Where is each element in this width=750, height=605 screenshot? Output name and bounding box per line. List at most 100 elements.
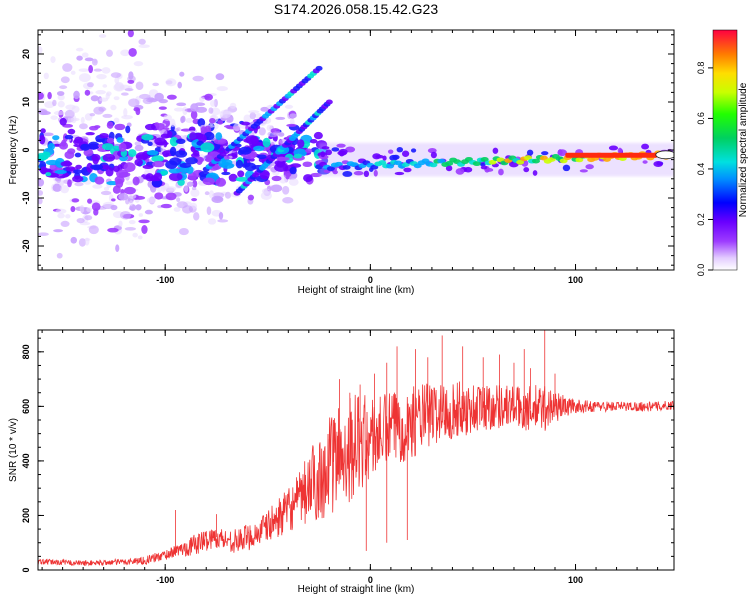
scatter-blob	[102, 113, 113, 118]
scatter-blob	[260, 106, 269, 112]
band-blob	[54, 169, 67, 175]
band-blob	[99, 132, 109, 139]
scatter-blob	[191, 197, 198, 202]
scatter-blob	[89, 113, 96, 117]
carrier-blob	[575, 157, 584, 163]
scatter-blob	[128, 98, 140, 108]
carrier-blob	[429, 162, 438, 168]
carrier-side-blob	[325, 149, 333, 156]
scatter-blob	[71, 105, 80, 113]
scatter-blob	[70, 70, 76, 75]
band-blob	[94, 176, 105, 185]
band-blob	[284, 170, 292, 178]
scatter-blob	[197, 118, 206, 127]
band-blob	[106, 181, 119, 186]
band-blob	[202, 177, 215, 186]
scatter-blob	[156, 186, 163, 193]
band-blob	[185, 157, 198, 165]
scatter-blob	[123, 108, 128, 117]
band-blob	[154, 137, 166, 146]
scatter-blob	[288, 178, 299, 186]
scatter-blob	[190, 110, 198, 120]
scatter-blob	[90, 95, 99, 102]
band-blob	[237, 170, 245, 178]
scatter-blob	[186, 181, 194, 187]
carrier-side-blob	[480, 162, 486, 167]
band-blob	[168, 172, 183, 182]
colorbar-ticks: 0.0 0.2 0.4 0.6 0.8	[696, 62, 713, 277]
band-blob	[63, 160, 71, 167]
colorbar-tick-label: 0.4	[696, 163, 706, 176]
scatter-blob	[123, 186, 136, 195]
carrier-side-blob	[445, 165, 453, 172]
scatter-blob	[92, 184, 103, 189]
band-blob	[289, 166, 297, 175]
scatter-blob	[79, 123, 88, 130]
scatter-blob	[50, 56, 56, 64]
band-blob	[235, 176, 249, 182]
scatter-blob	[286, 123, 297, 127]
y-tick-label: -10	[21, 191, 31, 204]
band-blob	[305, 148, 313, 154]
scatter-blob	[199, 96, 205, 102]
x-tick-label: 100	[568, 575, 583, 585]
band-blob	[142, 164, 154, 170]
band-blob	[274, 162, 289, 173]
carrier-blob	[472, 161, 481, 167]
scatter-blob	[132, 232, 138, 238]
scatter-blob	[38, 91, 44, 100]
scatter-blob	[208, 190, 215, 199]
carrier-blob	[480, 156, 489, 162]
scatter-blob	[243, 114, 251, 123]
scatter-blob	[260, 191, 272, 200]
band-blob	[123, 162, 136, 173]
band-blob	[52, 135, 60, 141]
carrier-side-blob	[320, 151, 326, 158]
scatter-blob	[71, 198, 80, 203]
scatter-blob	[137, 235, 143, 240]
band-blob	[116, 136, 124, 143]
scatter-blob	[110, 72, 122, 78]
scatter-blob	[176, 197, 181, 203]
band-blob	[235, 159, 244, 169]
scatter-blob	[111, 198, 116, 202]
scatter-blob	[78, 73, 91, 83]
band-blob	[175, 138, 186, 145]
x-tick-label: 100	[568, 275, 583, 285]
scatter-blob	[118, 220, 123, 227]
scatter-blob	[60, 185, 70, 194]
carrier-side-blob	[345, 146, 356, 153]
band-blob	[253, 145, 265, 152]
chart-title: S174.2026.058.15.42.G23	[274, 1, 438, 17]
scatter-blob	[78, 68, 90, 72]
band-blob	[67, 148, 76, 155]
carrier-side-blob	[331, 147, 340, 152]
scatter-blob	[169, 118, 176, 127]
scatter-blob	[120, 49, 130, 57]
colorbar-tick-label: 0.0	[696, 264, 706, 277]
scatter-blob	[185, 118, 193, 123]
carrier-blob	[342, 164, 351, 170]
scatter-blob	[43, 72, 49, 80]
scatter-blob	[275, 116, 286, 120]
scatter-blob	[178, 227, 189, 236]
scatter-blob	[86, 207, 93, 213]
band-blob	[45, 172, 52, 177]
band-blob	[105, 166, 114, 177]
carrier-side-blob	[608, 145, 619, 151]
carrier-side-blob	[375, 154, 384, 159]
band-blob	[189, 132, 197, 141]
band-blob	[262, 137, 271, 148]
scatter-blob	[146, 197, 157, 204]
band-blob	[160, 170, 168, 176]
carrier-side-blob	[455, 168, 465, 175]
scatter-blob	[93, 208, 99, 216]
scatter-blob	[75, 47, 84, 52]
scatter-blob	[40, 110, 51, 116]
scatter-blob	[38, 190, 44, 196]
carrier-side-blob	[498, 168, 504, 176]
band-blob	[38, 154, 49, 161]
band-blob	[179, 162, 192, 168]
carrier-blob	[531, 158, 540, 164]
scatter-blob	[55, 208, 67, 214]
